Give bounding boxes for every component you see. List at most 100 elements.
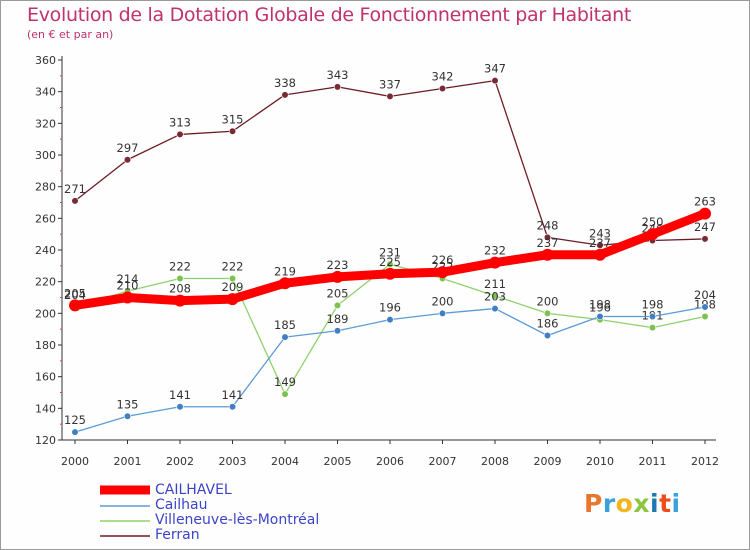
proxiti-logo: Proxiti	[584, 489, 681, 518]
logo-letter: x	[633, 489, 650, 518]
data-label-cailhavel: 225	[379, 255, 401, 269]
data-label-cailhavel: 232	[484, 244, 506, 258]
data-label-villeneuve-l-s-montr-al: 200	[537, 294, 559, 308]
data-label-villeneuve-l-s-montr-al: 205	[327, 286, 349, 300]
y-tick-label: 320	[35, 117, 56, 130]
logo-letter: r	[602, 489, 616, 518]
data-label-cailhau: 203	[484, 290, 506, 304]
logo-letter: o	[615, 489, 634, 518]
data-point-cailhau	[281, 333, 289, 341]
y-tick-label: 200	[35, 307, 56, 320]
data-label-cailhau: 198	[642, 298, 664, 312]
data-label-cailhavel: 237	[537, 236, 559, 250]
data-point-cailhau	[701, 303, 709, 311]
data-point-villeneuve-l-s-montr-al	[543, 309, 552, 317]
x-tick-label: 2005	[324, 455, 352, 468]
x-tick-label: 2008	[481, 455, 509, 468]
data-label-cailhau: 200	[432, 294, 454, 308]
data-label-cailhavel: 223	[327, 258, 349, 272]
data-point-ferran	[701, 235, 709, 243]
data-point-cailhau	[438, 309, 447, 317]
data-point-cailhavel	[646, 228, 659, 241]
data-point-ferran	[123, 156, 132, 164]
data-label-villeneuve-l-s-montr-al: 222	[222, 260, 244, 274]
y-tick-label: 180	[35, 339, 56, 352]
y-tick-label: 140	[35, 402, 56, 415]
data-point-cailhau	[123, 412, 132, 420]
series-line-cailhau	[74, 306, 706, 433]
data-label-cailhau: 204	[694, 288, 716, 302]
data-point-cailhavel	[436, 266, 449, 279]
x-tick-label: 2007	[429, 455, 457, 468]
data-label-villeneuve-l-s-montr-al: 204	[64, 288, 86, 302]
data-label-ferran: 347	[484, 62, 506, 76]
chart-subtitle: (en € et par an)	[27, 28, 114, 41]
data-label-villeneuve-l-s-montr-al: 214	[117, 272, 139, 286]
data-point-ferran	[438, 84, 447, 93]
logo-letter: i	[671, 489, 681, 518]
data-point-ferran	[386, 92, 394, 101]
x-tick-label: 2011	[639, 455, 667, 468]
legend-swatch-cailhavel	[100, 485, 150, 495]
data-label-villeneuve-l-s-montr-al: 211	[484, 277, 506, 291]
data-point-ferran	[543, 233, 552, 241]
data-point-ferran	[281, 91, 289, 99]
data-label-villeneuve-l-s-montr-al: 222	[169, 260, 191, 274]
x-tick-label: 2001	[114, 455, 142, 468]
data-point-cailhau	[543, 331, 552, 340]
data-label-ferran: 271	[64, 182, 86, 196]
legend-swatch-villeneuve	[100, 520, 150, 522]
y-tick-label: 220	[35, 276, 56, 289]
data-label-cailhavel: 219	[274, 264, 296, 278]
data-point-villeneuve-l-s-montr-al	[228, 274, 237, 283]
data-point-cailhavel	[541, 248, 554, 261]
y-tick-label: 280	[35, 181, 56, 194]
data-label-cailhavel: 205	[64, 286, 86, 300]
data-point-cailhau	[386, 316, 394, 324]
data-point-cailhavel	[121, 291, 134, 304]
data-point-cailhau	[228, 403, 237, 411]
data-label-ferran: 313	[169, 115, 191, 129]
data-point-ferran	[333, 83, 342, 91]
data-label-cailhau: 141	[169, 388, 191, 402]
data-point-ferran	[228, 127, 237, 135]
data-label-cailhau: 135	[117, 397, 139, 411]
legend-swatch-cailhau	[100, 505, 150, 507]
data-label-villeneuve-l-s-montr-al: 149	[274, 375, 296, 389]
x-tick-label: 2010	[586, 455, 614, 468]
data-point-villeneuve-l-s-montr-al	[281, 390, 289, 398]
data-label-cailhau: 196	[379, 301, 401, 315]
data-point-cailhavel	[594, 248, 606, 261]
data-label-cailhavel: 226	[432, 253, 454, 267]
data-point-villeneuve-l-s-montr-al	[491, 292, 499, 300]
data-label-villeneuve-l-s-montr-al: 196	[589, 301, 611, 315]
data-label-ferran: 248	[537, 218, 559, 232]
y-tick-label: 260	[35, 212, 56, 225]
y-tick-label: 240	[35, 244, 56, 257]
data-label-cailhavel: 208	[169, 282, 191, 296]
data-point-cailhavel	[699, 207, 711, 220]
logo-letter: t	[659, 489, 672, 518]
data-point-cailhau	[491, 304, 499, 313]
data-point-cailhavel	[279, 277, 291, 290]
data-point-cailhau	[176, 403, 184, 411]
x-tick-label: 2000	[61, 455, 89, 468]
data-point-cailhavel	[331, 270, 344, 283]
legend-swatch-ferran	[100, 535, 150, 537]
data-point-ferran	[176, 130, 184, 139]
data-label-cailhavel: 263	[694, 195, 716, 209]
x-tick-label: 2009	[534, 455, 562, 468]
data-label-ferran: 338	[274, 76, 296, 90]
data-label-cailhavel: 209	[222, 280, 244, 294]
data-point-cailhavel	[384, 267, 396, 280]
data-point-cailhau	[596, 312, 604, 321]
y-tick-label: 120	[35, 434, 56, 447]
data-label-ferran: 343	[327, 68, 349, 82]
x-tick-label: 2006	[376, 455, 404, 468]
data-label-ferran: 315	[222, 112, 244, 126]
data-label-cailhau: 198	[589, 298, 611, 312]
x-tick-label: 2012	[691, 455, 719, 468]
legend-label-ferran: Ferran	[155, 527, 200, 543]
data-point-cailhavel	[226, 293, 239, 306]
